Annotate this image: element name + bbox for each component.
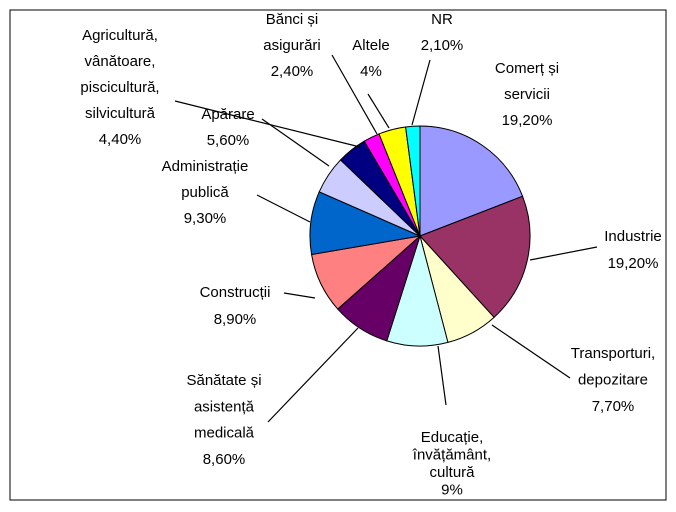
value-label: 2,10%: [421, 37, 464, 54]
slice-label: Bănci și asigurări: [263, 11, 321, 54]
slice-label: Educație, învățământ, cultură: [412, 429, 491, 481]
pie-slice: [419, 195, 531, 319]
value-label: 19,20%: [608, 255, 659, 272]
leader-line: [267, 327, 359, 423]
value-label: 4,40%: [99, 131, 142, 148]
slice-label: Agricultură, vânătoare, piscicultură, silvi…: [80, 27, 159, 122]
slice-label: Comerț și servicii: [495, 60, 559, 103]
pie-slice: [419, 125, 524, 237]
leader-line: [367, 93, 390, 129]
slice-label: Altele: [352, 37, 390, 54]
value-label: 8,60%: [203, 451, 246, 468]
leader-line: [174, 100, 361, 148]
leader-line: [437, 345, 447, 406]
value-label: 2,40%: [271, 63, 314, 80]
leader-line: [529, 246, 598, 261]
leader-line: [491, 324, 571, 379]
leader-line: [283, 292, 316, 299]
slice-label: Industrie: [604, 228, 662, 245]
value-label: 4%: [360, 63, 382, 80]
slice-label: Construcții: [200, 284, 271, 301]
leader-line: [411, 59, 431, 126]
leader-line: [331, 54, 378, 135]
slice-label: NR: [431, 11, 453, 28]
slice-label: Sănătate și asistență medicală: [186, 372, 261, 442]
value-label: 7,70%: [592, 398, 635, 415]
slice-label: Transporturi, depozitare: [571, 345, 655, 389]
value-label: 5,60%: [207, 132, 250, 149]
value-label: 8,90%: [214, 311, 257, 328]
leader-line: [256, 194, 311, 223]
value-label: 9,30%: [184, 210, 227, 227]
value-label: 19,20%: [502, 112, 553, 129]
pie-slice: [405, 125, 421, 237]
leader-line: [261, 118, 330, 167]
slice-label: Administrație publică: [162, 158, 249, 201]
value-label: 9%: [441, 481, 463, 498]
